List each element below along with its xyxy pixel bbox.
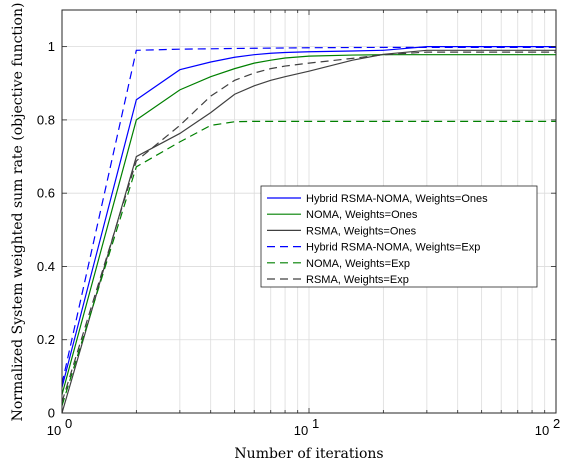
legend-box xyxy=(260,185,538,288)
x-tick-label: 10 xyxy=(535,423,549,438)
legend-label: NOMA, Weights=Ones xyxy=(306,209,418,221)
x-tick-label-exponent: 0 xyxy=(65,416,72,431)
y-tick-label: 0.2 xyxy=(37,332,55,347)
y-tick-label: 0.8 xyxy=(37,112,55,127)
legend: Hybrid RSMA-NOMA, Weights=Ones NOMA, Weig… xyxy=(260,185,538,288)
series-line xyxy=(61,120,556,406)
y-tick-label: 0 xyxy=(48,406,55,421)
series-line xyxy=(61,46,556,384)
x-tick-label-exponent: 2 xyxy=(553,416,560,431)
x-tick-label-exponent: 1 xyxy=(312,416,319,431)
x-tick-label: 10 xyxy=(294,423,308,438)
legend-label: NOMA, Weights=Exp xyxy=(306,258,410,270)
y-tick-label: 0.4 xyxy=(37,259,55,274)
x-axis-title: Number of iterations xyxy=(234,446,383,462)
series-lines xyxy=(61,46,556,414)
series-line xyxy=(61,51,556,403)
y-tick-label: 0.6 xyxy=(37,186,55,201)
legend-label: RSMA, Weights=Ones xyxy=(306,225,417,237)
legend-label: RSMA, Weights=Exp xyxy=(306,274,409,286)
legend-label: Hybrid RSMA-NOMA, Weights=Exp xyxy=(306,242,480,254)
y-tick-label: 1 xyxy=(48,39,55,54)
x-tick-label: 10 xyxy=(47,423,61,438)
y-axis-title: Normalized System weighted sum rate (obj… xyxy=(10,3,26,422)
x-tick-labels: 10 0 10 1 10 2 xyxy=(47,416,560,438)
series-line xyxy=(61,49,556,414)
legend-label: Hybrid RSMA-NOMA, Weights=Ones xyxy=(306,193,488,205)
series-line xyxy=(61,54,556,395)
y-tick-labels: 0 0.2 0.4 0.6 0.8 1 xyxy=(37,39,55,420)
axis-ticks xyxy=(62,10,556,414)
